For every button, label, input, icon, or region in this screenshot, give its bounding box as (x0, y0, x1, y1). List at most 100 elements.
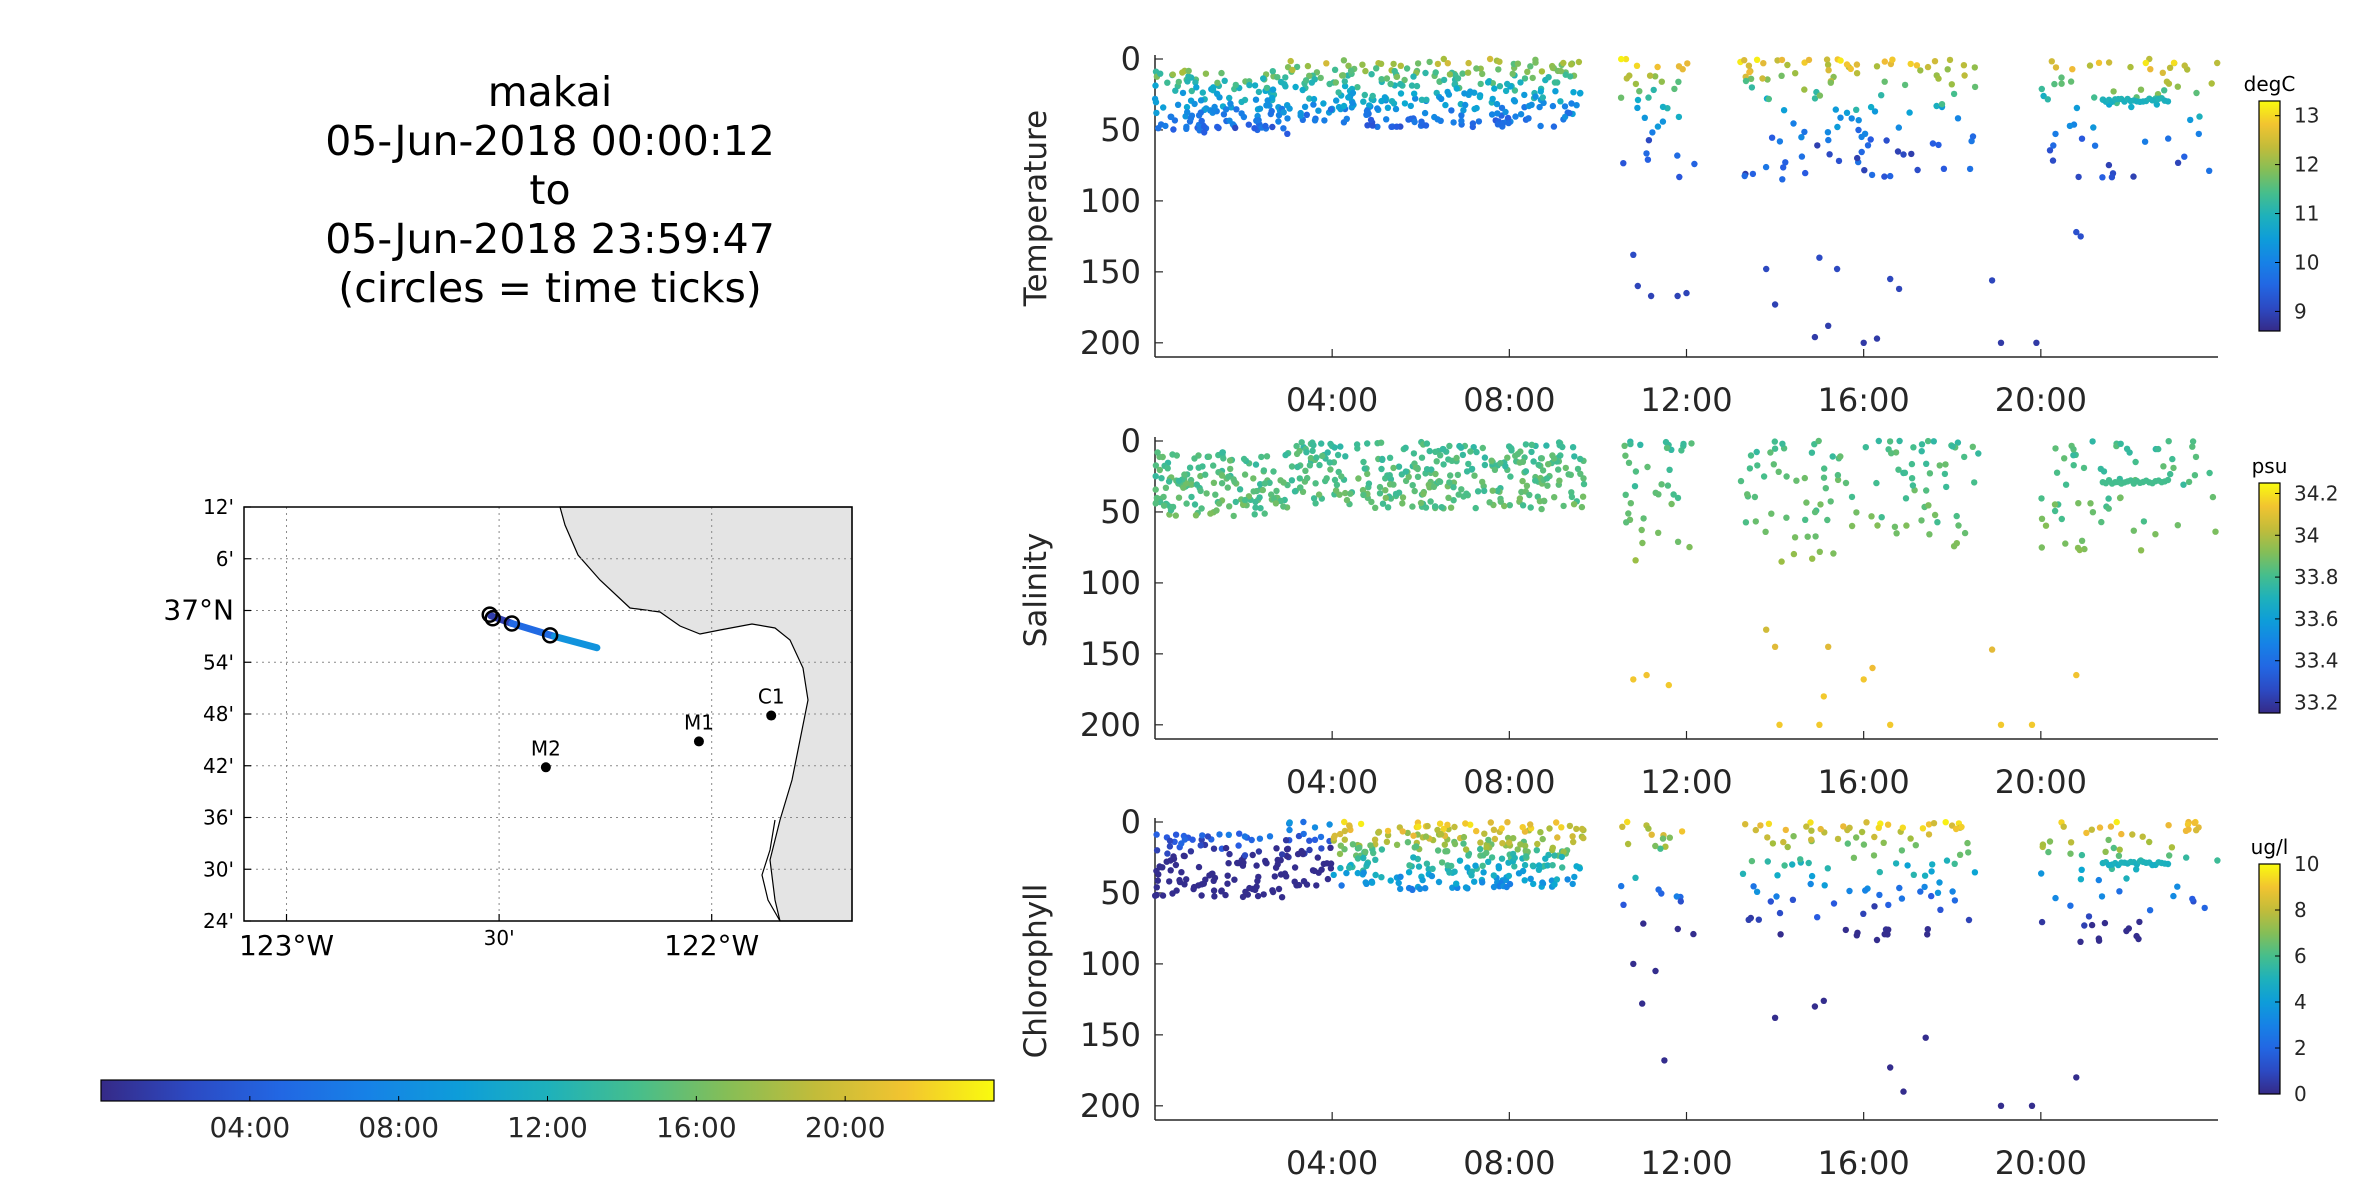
y-tick-label: 200 (1080, 1087, 1141, 1125)
data-point (1375, 828, 1383, 835)
data-point (1378, 846, 1386, 853)
data-point (1252, 461, 1260, 468)
data-point (1527, 821, 1534, 828)
data-point (1315, 107, 1322, 114)
data-point (1282, 74, 1289, 81)
data-point (1533, 847, 1541, 854)
data-point (1341, 78, 1349, 85)
data-point (1655, 886, 1662, 893)
data-point (1463, 490, 1470, 497)
data-point (1338, 882, 1345, 889)
data-point (1634, 104, 1641, 112)
data-point (1888, 450, 1895, 457)
data-point (1955, 522, 1962, 529)
data-point (1884, 821, 1892, 828)
data-point (1342, 489, 1349, 497)
data-point (1573, 102, 1580, 109)
data-point (1752, 518, 1760, 525)
map-lat-label: 48' (203, 702, 234, 726)
deep-data-point (2033, 339, 2040, 346)
data-point (1949, 888, 1956, 895)
data-point (2195, 130, 2202, 138)
scatter-points (1152, 437, 2219, 728)
data-point (1337, 443, 1344, 450)
salinity-panel: 0 50 100 150 200 04:00 08:00 12:00 16:00 20:00 Sal… (1018, 422, 2339, 801)
data-point (1283, 873, 1290, 880)
data-point (1519, 502, 1527, 509)
data-point (1557, 67, 1565, 75)
data-point (1937, 906, 1944, 913)
data-point (1252, 96, 1260, 103)
data-point (1327, 860, 1335, 867)
data-point (2116, 846, 2123, 853)
data-point (1198, 117, 1205, 125)
data-point (1741, 172, 1748, 180)
data-point (1198, 505, 1205, 512)
data-point (1188, 481, 1196, 488)
data-point (1525, 115, 1532, 122)
data-point (2167, 470, 2174, 478)
data-point (1775, 468, 1782, 475)
data-point (1674, 494, 1682, 502)
data-point (2052, 445, 2059, 452)
data-point (1801, 86, 1808, 93)
data-point (1964, 839, 1971, 847)
deep-data-point (2073, 671, 2080, 679)
data-point (1764, 834, 1771, 841)
data-point (1484, 79, 1492, 86)
x-tick-label: 20:00 (1995, 381, 2087, 419)
map-lon-label: 30' (484, 926, 515, 950)
data-point (1274, 74, 1281, 81)
data-point (2045, 848, 2052, 856)
data-point (1360, 491, 1367, 499)
deep-data-point (1887, 275, 1894, 283)
data-point (1657, 845, 1664, 852)
colorbar-units: psu (2252, 454, 2288, 478)
data-point (1310, 101, 1317, 108)
data-point (1899, 824, 1907, 831)
data-point (1210, 479, 1218, 486)
data-point (1275, 885, 1283, 893)
data-point (1486, 55, 1494, 63)
data-point (1392, 490, 1400, 498)
data-point (1549, 64, 1557, 72)
data-point (2110, 88, 2117, 95)
data-point (1551, 852, 1558, 859)
data-point (1203, 490, 1210, 497)
data-point (1333, 481, 1341, 489)
data-point (1395, 879, 1402, 887)
data-point (1341, 82, 1349, 90)
data-point (1663, 444, 1671, 452)
data-point (1645, 94, 1652, 101)
data-point (1759, 75, 1766, 82)
data-point (1378, 465, 1385, 473)
data-point (1855, 117, 1862, 124)
data-point (1648, 831, 1655, 838)
data-point (1505, 839, 1513, 846)
data-point (1226, 850, 1233, 858)
data-point (1184, 78, 1191, 85)
data-point (1409, 503, 1416, 510)
data-point (1517, 841, 1524, 848)
data-point (1222, 891, 1229, 899)
y-tick-label: 0 (1121, 803, 1141, 841)
data-point (1808, 836, 1815, 843)
deep-data-point (1771, 1014, 1779, 1021)
data-point (1901, 469, 1909, 476)
deep-data-point (1661, 1057, 1668, 1064)
data-point (1811, 95, 1819, 102)
data-point (1691, 160, 1698, 168)
data-point (1640, 515, 1647, 522)
data-point (1946, 56, 1954, 64)
colorbar-label: 10 (2294, 852, 2319, 876)
data-point (1742, 77, 1750, 85)
data-point (1778, 72, 1785, 80)
data-point (1829, 453, 1836, 460)
data-point (1433, 458, 1440, 465)
data-point (2095, 876, 2102, 884)
data-point (1390, 481, 1397, 488)
data-point (1236, 486, 1244, 493)
data-point (1949, 443, 1956, 450)
data-point (1327, 466, 1334, 473)
